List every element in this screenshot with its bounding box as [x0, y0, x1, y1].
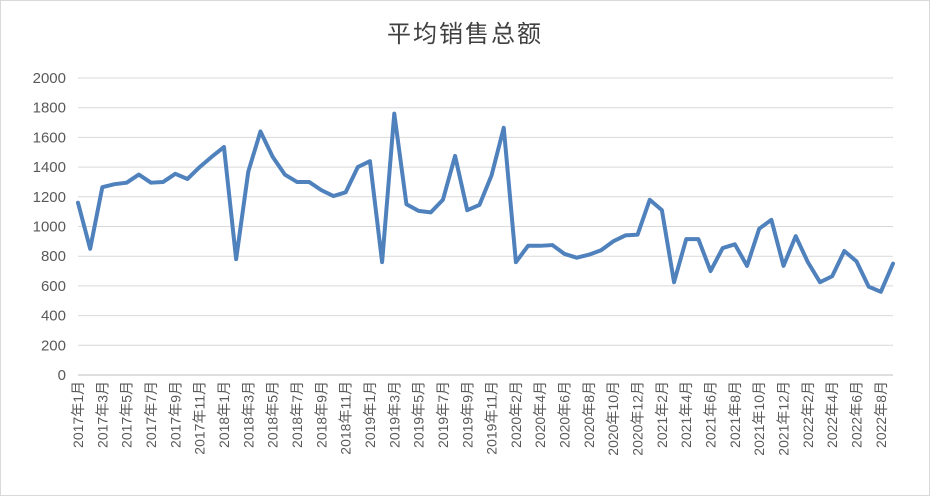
x-tick-label: 2017年11月	[192, 381, 208, 455]
x-tick-label: 2022年4月	[824, 381, 840, 448]
y-tick-label: 1600	[33, 129, 66, 146]
y-tick-label: 0	[58, 367, 66, 384]
gridlines	[78, 77, 893, 376]
x-tick-label: 2017年1月	[70, 381, 86, 448]
x-tick-label: 2017年9月	[167, 381, 183, 448]
x-tick-label: 2017年3月	[94, 381, 110, 448]
x-tick-label: 2020年12月	[630, 381, 646, 456]
y-tick-label: 600	[41, 278, 66, 295]
series-line	[76, 111, 895, 294]
x-tick-label: 2018年1月	[216, 381, 232, 448]
series-line-layer	[76, 111, 895, 294]
x-tick-label: 2018年7月	[289, 381, 305, 448]
x-axis-ticks: 2017年1月 2017年3月 2017年5月 2017年7月 2017年9月 2017年…	[70, 381, 889, 456]
y-tick-label: 1400	[33, 159, 66, 176]
x-tick-label: 2019年7月	[435, 381, 451, 448]
x-tick-label: 2020年10月	[605, 381, 621, 456]
x-tick-label: 2022年8月	[873, 381, 889, 448]
x-tick-label: 2020年4月	[532, 381, 548, 448]
y-tick-label: 2000	[33, 70, 66, 87]
y-axis-ticks: 0 200 400 600 800 1000 1200 1400 1600 1800 2000	[33, 70, 66, 384]
x-tick-label: 2019年11月	[484, 381, 500, 455]
x-tick-label: 2019年9月	[459, 381, 475, 448]
x-tick-label: 2018年5月	[265, 381, 281, 448]
x-tick-label: 2019年3月	[386, 381, 402, 448]
x-tick-label: 2018年3月	[240, 381, 256, 448]
x-tick-label: 2017年5月	[119, 381, 135, 448]
x-tick-label: 2018年11月	[338, 381, 354, 455]
x-tick-label: 2021年10月	[751, 381, 767, 456]
y-tick-label: 1800	[33, 100, 66, 117]
x-tick-label: 2021年4月	[678, 381, 694, 448]
x-tick-label: 2020年6月	[557, 381, 573, 448]
y-tick-label: 1200	[33, 189, 66, 206]
x-tick-label: 2017年7月	[143, 381, 159, 448]
x-tick-label: 2021年6月	[703, 381, 719, 448]
y-tick-label: 1000	[33, 219, 66, 236]
chart-title: 平均销售总额	[387, 20, 543, 48]
x-tick-label: 2022年2月	[800, 381, 816, 448]
x-tick-label: 2020年2月	[508, 381, 524, 448]
x-tick-label: 2021年2月	[654, 381, 670, 448]
y-tick-label: 400	[41, 308, 66, 325]
x-tick-label: 2018年9月	[313, 381, 329, 448]
y-tick-label: 200	[41, 337, 66, 354]
x-tick-label: 2022年6月	[849, 381, 865, 448]
x-tick-label: 2019年5月	[411, 381, 427, 448]
y-tick-label: 800	[41, 248, 66, 265]
x-tick-label: 2019年1月	[362, 381, 378, 448]
x-tick-label: 2021年12月	[776, 381, 792, 456]
x-tick-label: 2020年8月	[581, 381, 597, 448]
x-tick-label: 2021年8月	[727, 381, 743, 448]
